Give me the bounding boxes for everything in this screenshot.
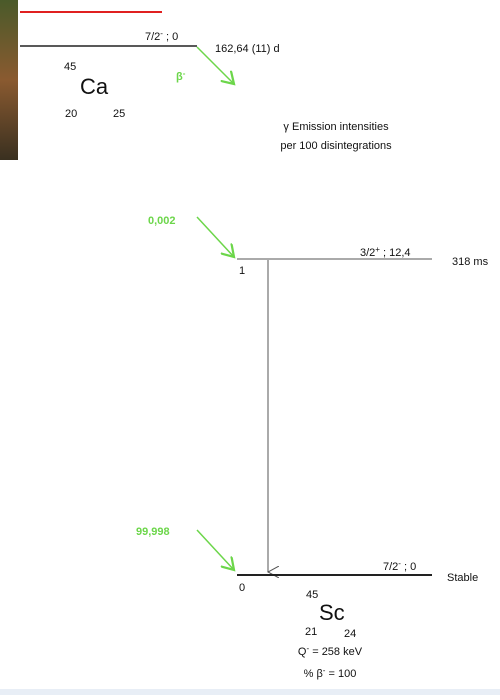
text-part: ; 0 <box>163 31 178 43</box>
daughter-symbol: Sc <box>319 600 345 625</box>
bottom-bar <box>0 689 500 695</box>
photo-strip <box>0 0 18 160</box>
page: 7/2- ; 0 162,64 (11) d β- 45 Ca 20 25 γ … <box>0 0 500 695</box>
parent-n: 25 <box>113 108 125 120</box>
text-part: 7/2 <box>145 31 160 43</box>
text-part: - <box>183 69 186 78</box>
level-half-life: Stable <box>447 572 478 584</box>
text-part: ; 12,4 <box>380 247 411 259</box>
daughter-z: 21 <box>305 626 317 638</box>
parent-spin: 7/2- ; 0 <box>145 29 178 43</box>
gamma-intensity: 99,998 <box>136 526 170 538</box>
text-part: = 100 <box>325 668 356 680</box>
level-index: 1 <box>239 265 245 277</box>
daughter-n: 24 <box>344 628 356 640</box>
parent-mass: 45 <box>64 61 76 73</box>
feed-arrow <box>197 530 234 570</box>
level-spin: 3/2+ ; 12,4 <box>360 245 411 259</box>
level-spin: 7/2- ; 0 <box>383 559 416 573</box>
branching: % β- = 100 <box>304 666 357 680</box>
q-value: Q- = 258 keV <box>298 644 363 658</box>
daughter-mass: 45 <box>306 589 318 601</box>
legend-line: γ Emission intensities <box>283 121 389 133</box>
text-part: = 258 keV <box>309 646 363 658</box>
text-part: 3/2 <box>360 247 375 259</box>
parent-symbol: Ca <box>80 74 109 99</box>
text-part: 7/2 <box>383 561 398 573</box>
text-part: % β <box>304 668 323 680</box>
beta-label: β- <box>176 69 186 83</box>
level-index: 0 <box>239 582 245 594</box>
level-half-life: 318 ms <box>452 256 489 268</box>
parent-z: 20 <box>65 108 77 120</box>
gamma-intensity: 0,002 <box>148 215 176 227</box>
legend-line: per 100 disintegrations <box>280 140 392 152</box>
feed-arrow <box>197 217 234 257</box>
text-part: ; 0 <box>401 561 416 573</box>
parent-half-life: 162,64 (11) d <box>215 43 280 55</box>
decay-scheme: 7/2- ; 0 162,64 (11) d β- 45 Ca 20 25 γ … <box>0 0 500 695</box>
